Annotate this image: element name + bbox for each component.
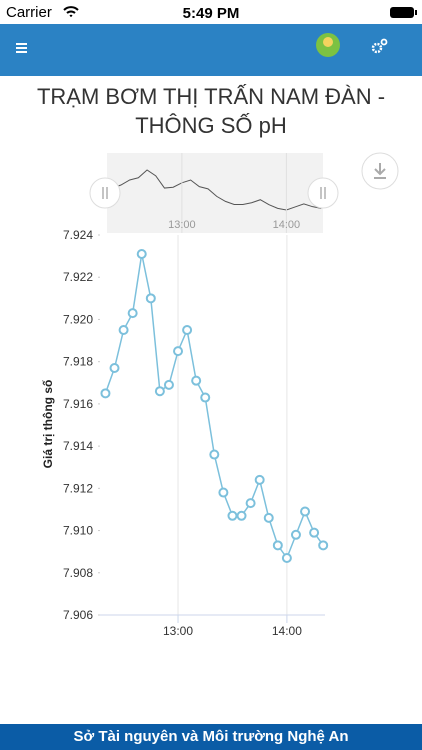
y-tick-label: 7.924: [63, 228, 93, 242]
data-point: [109, 363, 120, 373]
data-point: [100, 388, 111, 399]
y-tick-label: 7.922: [63, 270, 93, 284]
data-line: [104, 253, 324, 560]
data-point: [245, 498, 256, 509]
clock: 5:49 PM: [183, 5, 240, 22]
data-point: [318, 540, 329, 551]
x-tick-label: 13:00: [163, 624, 193, 638]
handle-circle: [307, 177, 339, 209]
data-point: [136, 249, 147, 259]
data-point: [145, 293, 156, 304]
data-point: [191, 375, 202, 386]
x-tick-label: 14:00: [272, 624, 302, 638]
data-point: [300, 506, 311, 517]
y-tick-label: 7.916: [63, 397, 93, 411]
y-axis-label: Giá trị thông số: [41, 380, 55, 469]
export-icon: [374, 163, 386, 179]
y-tick-label: 7.914: [63, 439, 93, 453]
y-tick-label: 7.912: [63, 481, 93, 495]
footer: Sở Tài nguyên và Môi trường Nghệ An: [0, 724, 422, 750]
data-point: [218, 487, 229, 498]
navigator-handle[interactable]: [89, 177, 121, 209]
wifi-icon: [63, 6, 79, 17]
y-tick-label: 7.906: [63, 608, 93, 622]
data-point: [281, 553, 292, 563]
header: [0, 24, 422, 76]
data-point: [272, 540, 283, 551]
menu-button[interactable]: [16, 43, 27, 53]
y-tick-label: 7.908: [63, 566, 93, 580]
data-point: [163, 379, 174, 390]
battery: [390, 7, 414, 18]
y-tick-label: 7.920: [63, 312, 93, 326]
carrier: Carrier: [6, 4, 52, 21]
handle-grip: [102, 187, 108, 199]
y-tick-label: 7.918: [63, 355, 93, 369]
data-point: [118, 325, 129, 335]
data-point: [236, 510, 247, 521]
navigator-tick-label: 13:00: [168, 219, 196, 231]
battery-tip: [415, 10, 417, 15]
data-point: [182, 325, 193, 335]
y-tick-label: 7.910: [63, 524, 93, 538]
avatar-face: [323, 37, 333, 47]
data-point: [227, 510, 238, 521]
data-point: [290, 529, 301, 540]
data-point: [154, 386, 165, 397]
data-point: [209, 449, 220, 460]
data-point: [309, 527, 320, 538]
data-point: [127, 308, 138, 319]
data-point: [263, 512, 274, 523]
chart-title: TRẠM BƠM THỊ TRẤN NAM ĐÀN - THÔNG SỐ pH: [36, 84, 386, 138]
navigator-mask: [107, 153, 323, 233]
data-point: [254, 474, 265, 485]
navigator-handle[interactable]: [307, 177, 339, 209]
settings-button[interactable]: [371, 38, 388, 54]
navigator: 13:00 14:00: [89, 153, 339, 233]
data-point: [173, 346, 184, 357]
handle-grip: [320, 187, 326, 199]
navigator-tick-label: 14:00: [273, 219, 301, 231]
handle-circle: [89, 177, 121, 209]
data-point: [200, 392, 211, 403]
